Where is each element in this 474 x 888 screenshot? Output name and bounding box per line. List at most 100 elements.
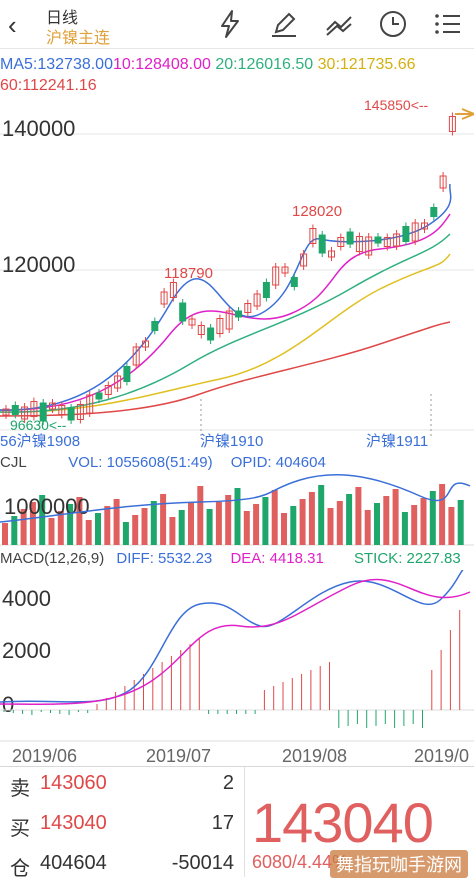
candle — [439, 175, 447, 189]
volume-bar — [243, 511, 250, 545]
candle — [448, 116, 456, 132]
candle — [86, 394, 94, 414]
candle — [235, 310, 242, 318]
volume-bar — [95, 513, 101, 545]
volume-chart[interactable]: 1000000 — [0, 474, 474, 546]
vol-y-tick: 1000000 — [4, 494, 90, 519]
candle — [197, 325, 205, 335]
candle — [309, 228, 317, 244]
candle — [179, 302, 187, 322]
candle — [318, 234, 326, 254]
current-price-arrow — [455, 108, 474, 120]
open-interest-row[interactable]: 仓 404604 -50014 — [0, 852, 240, 888]
sell-price: 143060 — [40, 772, 107, 794]
candle — [346, 231, 354, 245]
volume-bar — [299, 499, 306, 545]
stick-value: STICK: 2227.83 — [354, 550, 461, 567]
candle — [2, 408, 10, 416]
x-tick-july: 2019/07 — [146, 746, 211, 766]
cjl-label: CJL — [0, 454, 27, 471]
volume-bar — [160, 494, 167, 545]
candle — [49, 402, 56, 410]
price-change: 6080/4.44% — [252, 852, 349, 872]
ma20-line — [0, 233, 451, 413]
volume-bar — [197, 486, 204, 545]
open-interest-line — [0, 474, 471, 523]
volume-bar — [122, 522, 129, 545]
lightning-icon[interactable] — [214, 8, 246, 40]
clock-icon[interactable] — [377, 8, 409, 40]
macd-y-tick-2000: 2000 — [2, 638, 51, 663]
candle — [151, 321, 159, 331]
volume-bar — [439, 484, 446, 545]
volume-bar — [188, 503, 194, 545]
candle — [365, 236, 373, 256]
back-chevron-icon[interactable]: ‹ — [8, 10, 17, 40]
buy-qty: 17 — [211, 812, 234, 834]
volume-legend: CJL VOL: 1055608(51:49) OPID: 404604 — [0, 454, 326, 471]
contract-name[interactable]: 沪镍主连 — [46, 30, 111, 47]
x-tick-june: 2019/06 — [12, 746, 77, 766]
ma30-value: 30:121735.66 — [317, 56, 416, 73]
volume-bar — [11, 516, 18, 545]
top-bar: ‹ 日线 沪镍主连 — [0, 0, 474, 49]
candle — [402, 226, 410, 242]
sell-row[interactable]: 卖 143060 2 — [0, 772, 240, 808]
candle — [383, 237, 391, 247]
x-tick-august: 2019/08 — [282, 746, 347, 766]
chart-period-title[interactable]: 日线 — [46, 10, 79, 27]
volume-bar — [355, 487, 362, 545]
volume-bar — [2, 523, 8, 545]
volume-bar — [206, 509, 213, 545]
volume-bar — [178, 510, 185, 545]
candlestick-chart[interactable]: 140000 120000 145850<-- 128020 118790 96… — [0, 94, 474, 452]
candle — [114, 375, 122, 389]
macd-label: MACD(12,26,9) — [0, 550, 105, 567]
volume-bar — [327, 508, 334, 545]
candle — [160, 291, 168, 305]
volume-bar — [20, 509, 27, 545]
volume-bar — [411, 505, 418, 545]
oi-change: -50014 — [171, 852, 234, 874]
volume-bar — [225, 495, 232, 545]
candle — [262, 282, 270, 298]
diff-value: DIFF: 5532.23 — [116, 550, 213, 567]
candle — [374, 236, 382, 244]
volume-bar — [420, 498, 427, 545]
volume-bar — [448, 507, 455, 545]
ma5-value: MA5:132738.00 — [0, 56, 113, 73]
ma5-line — [0, 183, 452, 411]
volume-bar — [374, 503, 380, 545]
oi-value: 404604 — [40, 852, 107, 874]
volume-bar — [383, 496, 390, 545]
pen-icon[interactable] — [268, 8, 300, 40]
candle — [123, 366, 131, 382]
volume-bar — [429, 491, 436, 545]
ma20-value: 20:126016.50 — [215, 56, 314, 73]
ma-legend: MA5:132738.0010:128408.00 20:126016.50 3… — [0, 56, 416, 74]
candle — [328, 250, 335, 258]
sell-label: 卖 — [10, 778, 30, 800]
oi-label: 仓 — [10, 858, 30, 880]
volume-bar — [346, 494, 353, 545]
menu-list-icon[interactable] — [432, 8, 464, 40]
volume-bar — [401, 512, 408, 545]
ma30-line — [0, 253, 451, 413]
y-tick-140000: 140000 — [2, 116, 75, 141]
volume-bar — [57, 511, 64, 545]
volume-bar — [48, 518, 55, 545]
buy-row[interactable]: 买 143040 17 — [0, 812, 240, 848]
x-tick-next: 2019/0 — [414, 746, 469, 766]
candle — [300, 253, 308, 267]
trend-lines-icon[interactable] — [323, 8, 355, 40]
volume-bar — [150, 501, 157, 545]
buy-price: 143040 — [40, 812, 107, 834]
candle — [104, 385, 112, 395]
vol-value: VOL: 1055608(51:49) — [68, 454, 213, 471]
volume-bar — [215, 502, 222, 545]
volume-bars-group — [2, 484, 464, 545]
x-axis: 2019/06 2019/07 2019/08 2019/0 — [0, 740, 474, 766]
high-annotation: 145850<-- — [364, 97, 429, 113]
macd-chart[interactable]: 4000 2000 0 — [0, 570, 474, 740]
volume-bar — [67, 504, 74, 545]
